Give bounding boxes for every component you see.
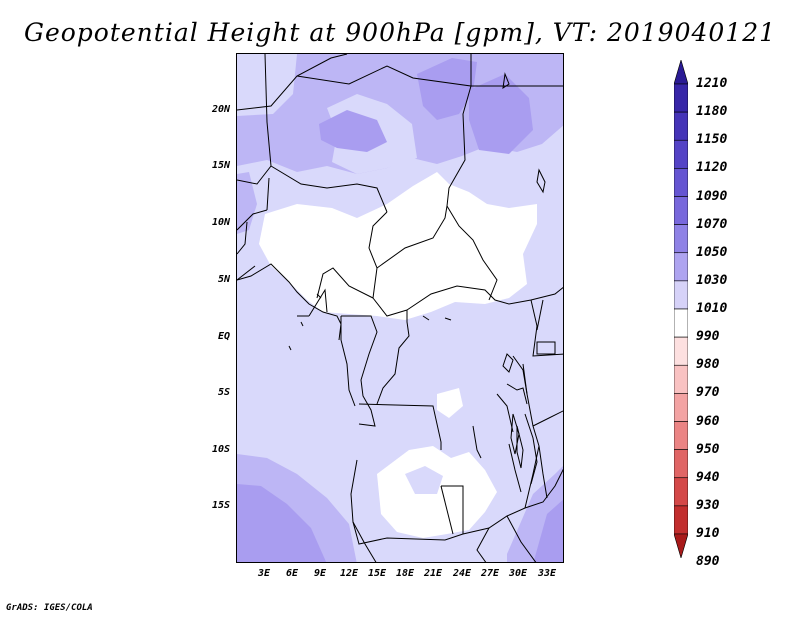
lon-label: 3E <box>257 568 271 579</box>
field-pocket-north-3 <box>469 74 533 154</box>
lon-label: 12E <box>339 568 359 579</box>
colorbar-cell <box>674 505 688 535</box>
colorbar-cell <box>674 280 688 310</box>
lon-label: 30E <box>508 568 528 579</box>
field-patch-south-light <box>405 466 443 494</box>
colorbar-level-label: 990 <box>696 329 720 345</box>
colorbar-level-label: 1010 <box>696 301 728 316</box>
lat-label: 5N <box>217 274 230 285</box>
colorbar-cell <box>674 477 688 507</box>
colorbar-level-label: 950 <box>696 441 720 457</box>
colorbar-level-label: 970 <box>696 385 720 401</box>
lon-label: 24E <box>452 568 472 579</box>
colorbar-cell <box>674 449 688 479</box>
lat-label: 20N <box>211 104 230 115</box>
colorbar-cell <box>674 83 688 113</box>
colorbar-cell <box>674 393 688 422</box>
map-title: Geopotential Height at 900hPa [gpm], VT:… <box>23 18 777 47</box>
colorbar-cell <box>674 533 688 558</box>
field-band-west-coast <box>237 172 257 234</box>
lon-label: 6E <box>285 568 299 579</box>
country-borders <box>237 54 563 562</box>
lon-label: 33E <box>537 568 557 579</box>
colorbar-cell <box>674 60 688 85</box>
lon-label: 9E <box>313 568 327 579</box>
colorbar-cell <box>674 364 688 394</box>
colorbar-level-label: 940 <box>696 469 720 485</box>
colorbar-level-label: 1150 <box>696 132 728 148</box>
lakes-and-islands <box>288 72 556 469</box>
colorbar-level-label: 1120 <box>696 160 728 176</box>
lat-label: 5S <box>217 387 230 398</box>
colorbar-cell <box>674 196 688 225</box>
colorbar-cell <box>674 168 688 197</box>
field-pocket-north-1 <box>319 110 387 152</box>
colorbar-level-label: 1050 <box>696 244 728 260</box>
colorbar-cell <box>674 111 688 141</box>
lat-label: EQ <box>217 331 230 342</box>
lon-label: 27E <box>480 568 500 579</box>
field-band-north-light <box>237 54 297 116</box>
field-patch-south-white-2 <box>437 388 463 418</box>
field-patch-central-light <box>367 336 403 372</box>
lat-label: 15N <box>211 160 230 171</box>
field-band-southeast-1050 <box>533 499 563 562</box>
colorbar-level-label: 1210 <box>696 76 728 91</box>
lon-label: 15E <box>367 568 387 579</box>
colorbar-level-label: 980 <box>696 357 720 373</box>
lat-label: 10N <box>211 217 230 228</box>
colorbar-cell <box>674 224 688 254</box>
field-pocket-north-2 <box>417 58 477 120</box>
colorbar-level-label: 1180 <box>696 104 728 120</box>
colorbar-level-label: 960 <box>696 413 720 429</box>
grads-credit: GrADS: IGES/COLA <box>6 603 93 613</box>
colorbar-cell <box>674 252 688 282</box>
colorbar-cell <box>674 421 688 450</box>
colorbar-level-label: 1030 <box>696 272 728 288</box>
colorbar <box>674 60 688 558</box>
colorbar-level-label: 1090 <box>696 188 728 204</box>
colorbar-level-label: 910 <box>696 526 720 541</box>
lon-label: 18E <box>395 568 415 579</box>
lat-label: 15S <box>211 500 230 511</box>
lon-label: 21E <box>423 568 443 579</box>
field-band-central-990 <box>259 172 537 320</box>
map-plot-area <box>236 53 564 563</box>
colorbar-cell <box>674 139 688 169</box>
colorbar-level-label: 890 <box>696 554 720 570</box>
colorbar-cell <box>674 336 688 366</box>
colorbar-cell <box>674 308 688 338</box>
colorbar-level-label: 930 <box>696 497 720 513</box>
geopotential-field <box>237 54 563 562</box>
field-band-southwest-1050 <box>237 484 327 562</box>
lat-label: 10S <box>211 444 230 455</box>
colorbar-level-label: 1070 <box>696 216 728 232</box>
